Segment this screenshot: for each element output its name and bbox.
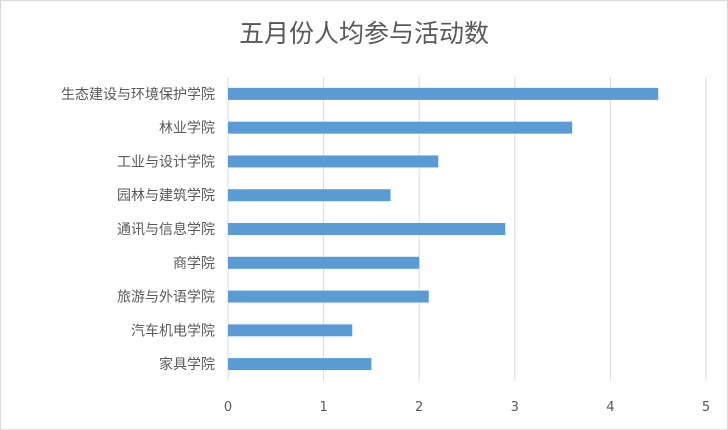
category-label: 林业学院 [159, 121, 215, 137]
category-label: 园林与建筑学院 [117, 188, 215, 204]
category-label: 汽车机电学院 [131, 322, 215, 339]
bar [228, 189, 391, 202]
bar [228, 358, 372, 371]
x-tick-label: 3 [511, 400, 519, 415]
category-label: 家具学院 [159, 356, 215, 373]
bar [228, 87, 659, 100]
bar [228, 121, 573, 134]
bar [228, 155, 439, 168]
x-tick-label: 1 [319, 400, 327, 415]
x-tick-label: 2 [415, 400, 423, 415]
category-label: 旅游与外语学院 [117, 290, 215, 306]
chart-title: 五月份人均参与活动数 [238, 19, 489, 48]
x-tick-label: 4 [606, 400, 614, 415]
category-label: 生态建设与环境保护学院 [61, 87, 215, 103]
x-tick-label: 0 [224, 400, 232, 415]
category-label: 工业与设计学院 [117, 154, 215, 170]
bar [228, 223, 506, 235]
bar [228, 256, 420, 269]
category-label: 通讯与信息学院 [117, 221, 215, 238]
bar [228, 324, 353, 337]
bar [228, 290, 429, 303]
category-label: 商学院 [173, 256, 215, 272]
x-tick-label: 5 [702, 400, 710, 415]
